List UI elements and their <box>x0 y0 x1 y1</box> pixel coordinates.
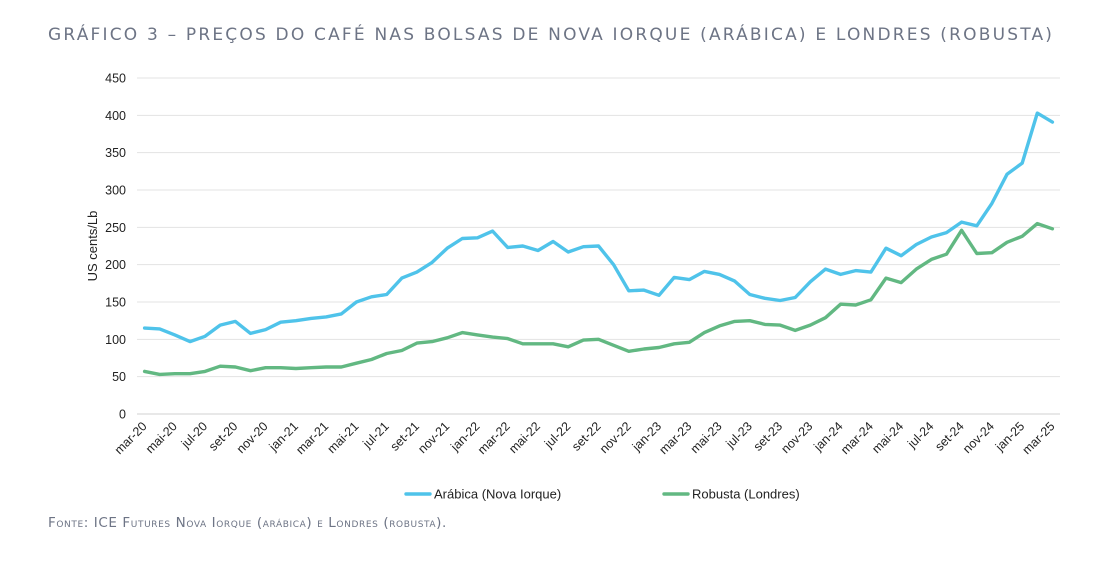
y-tick-label: 0 <box>119 408 126 422</box>
grid-lines <box>137 77 1060 378</box>
x-tick-label: nov-24 <box>960 419 997 456</box>
y-tick-label: 200 <box>105 258 126 272</box>
series-line-arabica <box>142 111 1055 344</box>
x-tick-label: mar-23 <box>657 419 695 457</box>
legend-label: Arábica (Nova Iorque) <box>434 487 561 502</box>
x-tick-label: jul-21 <box>360 419 392 451</box>
y-tick-label: 400 <box>105 109 126 123</box>
y-tick-label: 100 <box>105 333 126 347</box>
legend-item-arabica[interactable]: Arábica (Nova Iorque) <box>404 487 561 502</box>
x-tick-label: mar-21 <box>293 419 331 457</box>
y-tick-label: 300 <box>105 184 126 198</box>
y-tick-label: 150 <box>105 296 126 310</box>
x-tick-label: jul-23 <box>723 419 755 451</box>
x-tick-label: mai-21 <box>325 419 362 456</box>
series-line-robusta <box>142 221 1055 377</box>
x-tick-label: nov-21 <box>415 419 452 456</box>
x-tick-label: mar-24 <box>838 419 876 457</box>
y-tick-label: 50 <box>112 370 126 384</box>
x-tick-label: mar-25 <box>1020 419 1058 457</box>
x-tick-label: jul-24 <box>904 419 936 451</box>
y-tick-label: 250 <box>105 221 126 235</box>
x-tick-label: mar-22 <box>475 419 513 457</box>
x-tick-label: nov-20 <box>234 419 271 456</box>
x-tick-label: mar-20 <box>112 419 150 457</box>
x-tick-label: mai-24 <box>869 419 906 456</box>
x-tick-label: jul-20 <box>178 419 210 451</box>
source-note: Fonte: ICE Futures Nova Iorque (arábica)… <box>48 515 447 531</box>
x-tick-label: mai-23 <box>688 419 725 456</box>
x-tick-label: jul-22 <box>541 419 573 451</box>
chart-title: GRÁFICO 3 – PREÇOS DO CAFÉ NAS BOLSAS DE… <box>48 25 1055 45</box>
legend[interactable]: Arábica (Nova Iorque) Robusta (Londres) <box>404 487 800 502</box>
x-tick-label: mai-20 <box>143 419 180 456</box>
x-tick-label: nov-22 <box>597 419 634 456</box>
y-axis-ticks: 0 50 100 150 200 250 300 350 400 450 <box>105 72 126 422</box>
series-lines <box>142 111 1055 377</box>
x-tick-label: nov-23 <box>779 419 816 456</box>
y-tick-label: 450 <box>105 72 126 86</box>
x-axis-ticks: mar-20mai-20jul-20set-20nov-20jan-21mar-… <box>112 419 1058 457</box>
y-axis-label: US cents/Lb <box>85 211 100 282</box>
y-tick-label: 350 <box>105 146 126 160</box>
legend-item-robusta[interactable]: Robusta (Londres) <box>662 487 800 502</box>
x-tick-label: mai-22 <box>506 419 543 456</box>
legend-label: Robusta (Londres) <box>692 487 800 502</box>
